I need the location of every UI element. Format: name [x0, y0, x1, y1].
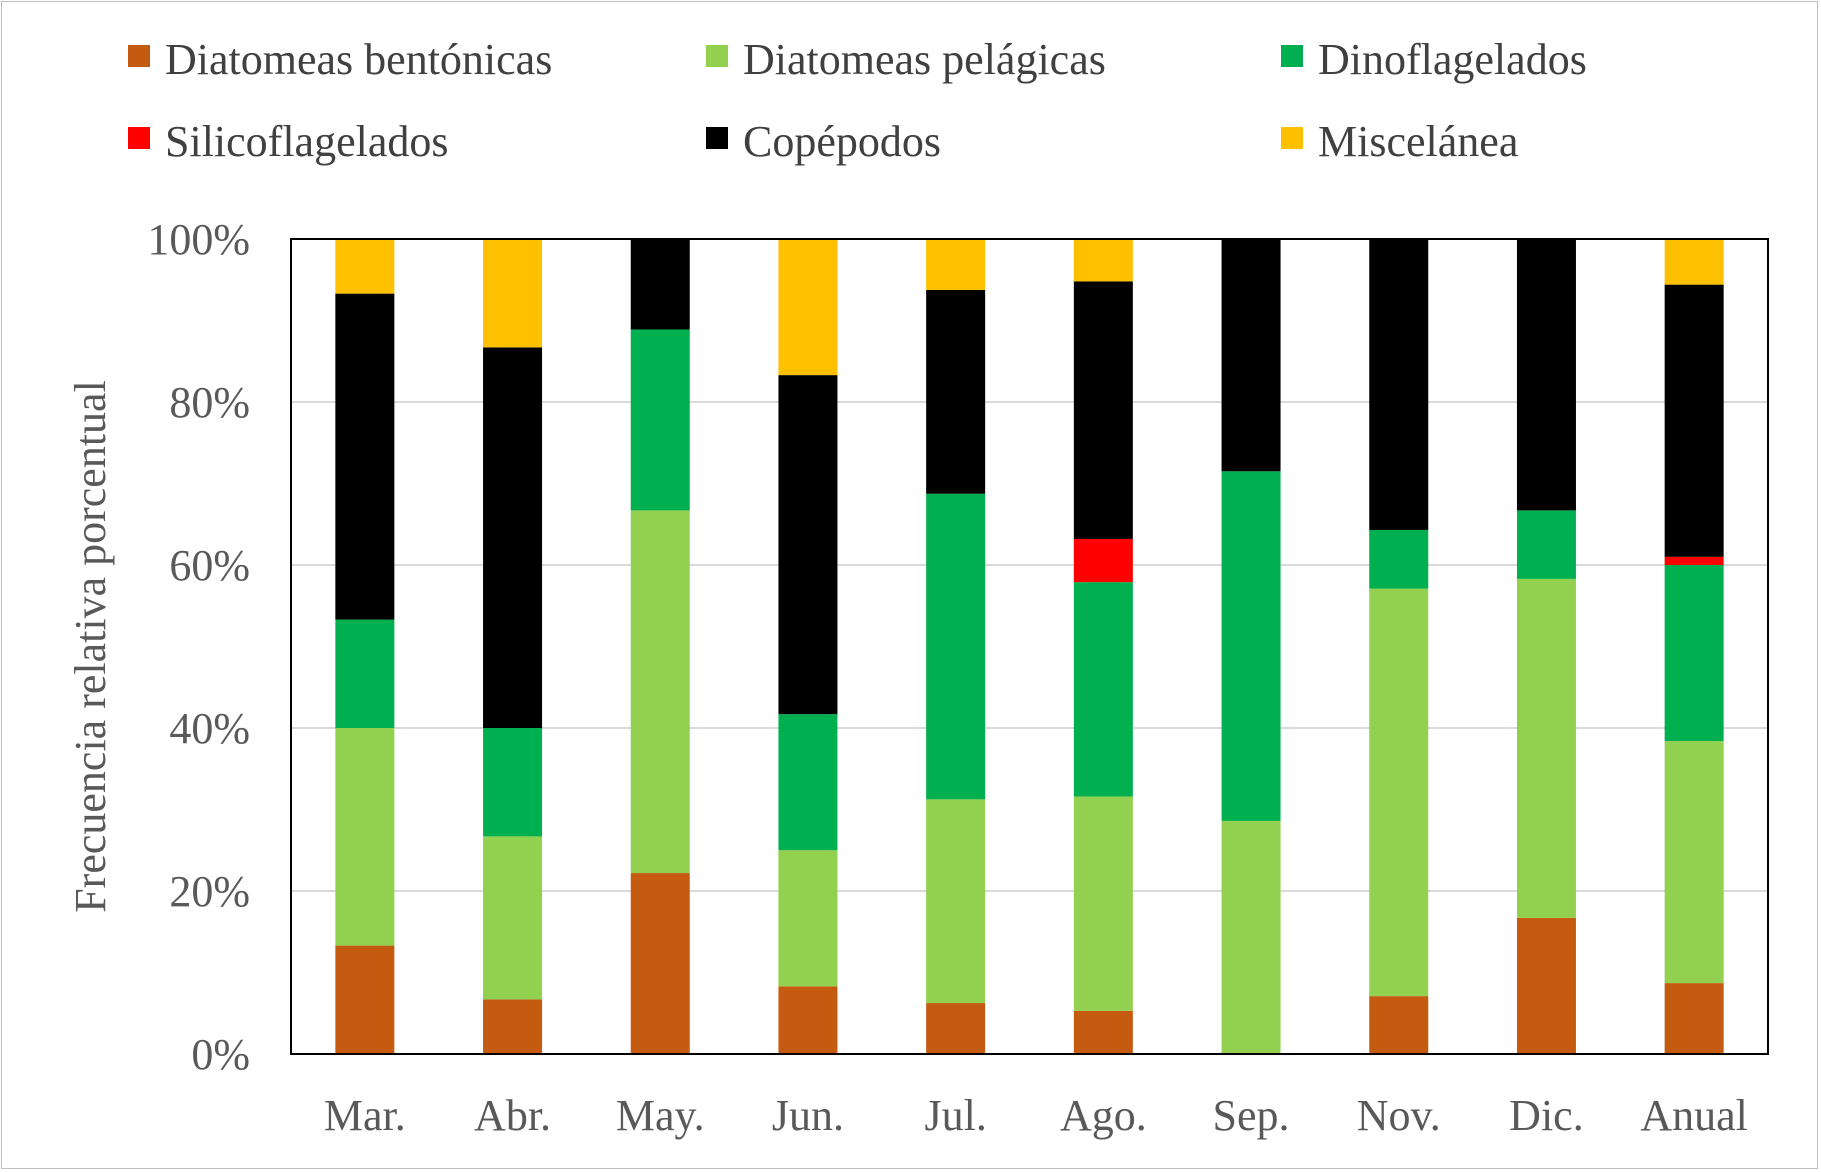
- legend-swatch: [706, 127, 728, 149]
- y-axis-label: Frecuencia relativa porcentual: [66, 380, 115, 913]
- bar-segment: [1516, 578, 1576, 918]
- x-tick-label: Jul.: [924, 1091, 986, 1140]
- legend-label: Diatomeas bentónicas: [165, 35, 552, 84]
- bar-segment: [1073, 582, 1133, 797]
- legend-item: Dinoflagelados: [1281, 35, 1587, 84]
- bar-segment: [483, 836, 543, 1000]
- bar-segment: [1664, 239, 1724, 285]
- legend-item: Miscelánea: [1281, 117, 1518, 166]
- bar-segment: [483, 239, 543, 348]
- x-axis-ticks: Mar. Abr. May. Jun. Jul. Ago. Sep. Nov. Dic. Anua…: [324, 1091, 1748, 1140]
- bar-segment: [630, 510, 690, 874]
- bar-segment: [483, 999, 543, 1054]
- legend-label: Silicoflagelados: [165, 117, 449, 166]
- bar-segment: [778, 850, 838, 987]
- bar-segment: [335, 945, 395, 1054]
- bar-segment: [335, 728, 395, 946]
- bar-segment: [778, 714, 838, 851]
- bar-segment: [1369, 529, 1429, 589]
- bar-segment: [1664, 565, 1724, 742]
- bar-segment: [1073, 281, 1133, 539]
- bar-segment: [630, 329, 690, 511]
- bar-segment: [1073, 239, 1133, 282]
- bar-segment: [1369, 996, 1429, 1054]
- legend-swatch: [1281, 127, 1303, 149]
- legend-label: Miscelánea: [1318, 117, 1518, 166]
- legend-label: Dinoflagelados: [1318, 35, 1587, 84]
- bar-segment: [1073, 538, 1133, 583]
- bar-segment: [1221, 471, 1281, 821]
- bars: [335, 239, 1724, 1054]
- legend-swatch: [706, 45, 728, 67]
- y-tick-label: 20%: [169, 867, 250, 916]
- bar-segment: [335, 619, 395, 728]
- x-tick-label: Sep.: [1213, 1091, 1290, 1140]
- legend-item: Diatomeas bentónicas: [128, 35, 552, 84]
- x-tick-label: Nov.: [1357, 1091, 1441, 1140]
- bar-segment: [483, 728, 543, 837]
- y-tick-label: 60%: [169, 541, 250, 590]
- bar-segment: [1221, 820, 1281, 1054]
- x-tick-label: Anual: [1640, 1091, 1748, 1140]
- bar-segment: [1369, 239, 1429, 530]
- x-tick-label: Abr.: [474, 1091, 551, 1140]
- x-tick-label: Dic.: [1509, 1091, 1584, 1140]
- legend-swatch: [1281, 45, 1303, 67]
- bar-segment: [335, 239, 395, 294]
- bar-segment: [778, 986, 838, 1054]
- bar-segment: [335, 293, 395, 620]
- legend-item: Silicoflagelados: [128, 117, 449, 166]
- x-tick-label: Mar.: [324, 1091, 406, 1140]
- bar-segment: [483, 347, 543, 728]
- legend-swatch: [128, 127, 150, 149]
- legend-label: Copépodos: [743, 117, 941, 166]
- bar-segment: [926, 239, 986, 290]
- bar-segment: [1516, 917, 1576, 1054]
- bar-segment: [926, 493, 986, 800]
- plot-area-border: [290, 238, 1769, 1055]
- legend: Diatomeas bentónicas Diatomeas pelágicas D…: [128, 35, 1587, 166]
- bar-segment: [1073, 796, 1133, 1011]
- legend-label: Diatomeas pelágicas: [743, 35, 1106, 84]
- bar-segment: [1664, 983, 1724, 1054]
- y-axis-ticks: 0% 20% 40% 60% 80% 100%: [147, 215, 250, 1079]
- bar-segment: [926, 799, 986, 1004]
- bar-segment: [630, 239, 690, 330]
- bar-segment: [926, 289, 986, 494]
- legend-item: Copépodos: [706, 117, 941, 166]
- legend-swatch: [128, 45, 150, 67]
- bar-segment: [1664, 556, 1724, 565]
- bar-segment: [1516, 510, 1576, 579]
- bar-segment: [1369, 588, 1429, 997]
- y-tick-label: 0%: [191, 1030, 250, 1079]
- bar-segment: [1516, 239, 1576, 511]
- x-tick-label: Jun.: [772, 1091, 844, 1140]
- bar-segment: [926, 1003, 986, 1054]
- bar-segment: [1073, 1010, 1133, 1054]
- bar-segment: [1664, 284, 1724, 557]
- x-tick-label: Ago.: [1060, 1091, 1147, 1140]
- bar-segment: [1221, 239, 1281, 472]
- x-tick-label: May.: [616, 1091, 705, 1140]
- y-tick-label: 40%: [169, 704, 250, 753]
- bar-segment: [1664, 741, 1724, 984]
- bar-segment: [630, 873, 690, 1054]
- bar-segment: [778, 375, 838, 715]
- y-tick-label: 100%: [147, 215, 250, 264]
- y-tick-label: 80%: [169, 378, 250, 427]
- bar-segment: [778, 239, 838, 376]
- legend-item: Diatomeas pelágicas: [706, 35, 1106, 84]
